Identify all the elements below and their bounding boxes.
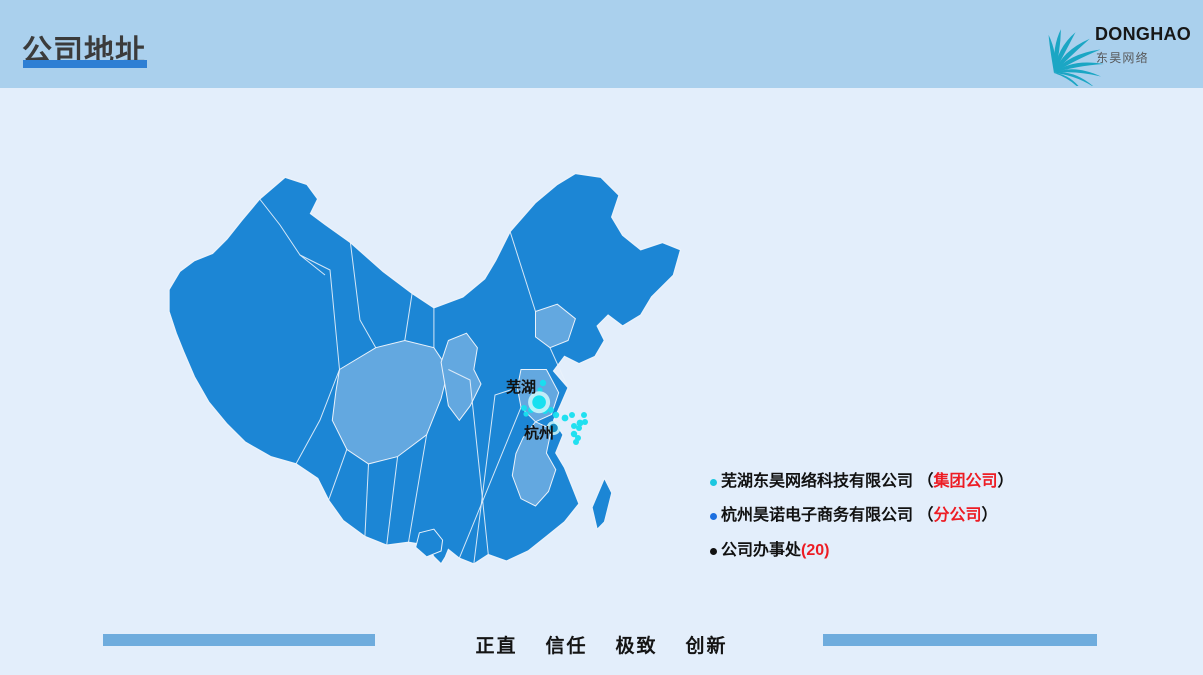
svg-text:芜湖: 芜湖	[506, 378, 536, 396]
svg-text:杭州: 杭州	[524, 424, 554, 442]
